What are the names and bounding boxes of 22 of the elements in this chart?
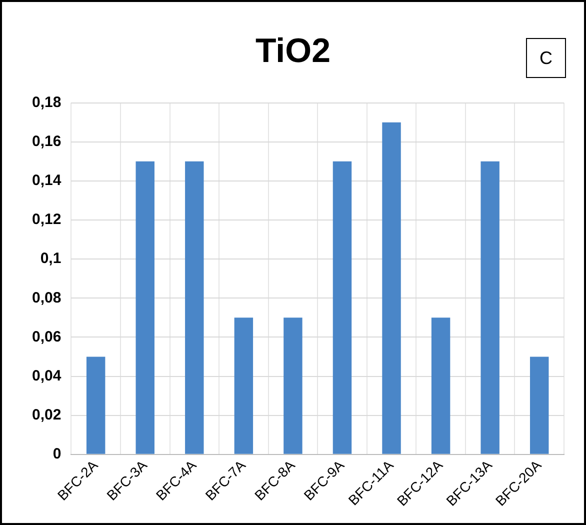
y-tick-label: 0,16 xyxy=(32,133,62,150)
y-tick-label: 0,18 xyxy=(32,94,62,111)
y-tick-label: 0,04 xyxy=(32,367,62,384)
bar xyxy=(136,161,154,454)
chart-title: TiO2 xyxy=(256,32,330,70)
bar xyxy=(431,318,450,454)
text: C xyxy=(526,38,566,78)
bar xyxy=(480,161,500,454)
y-tick-label: 0,12 xyxy=(32,211,62,228)
y-tick-label: 0,02 xyxy=(32,406,62,424)
bar xyxy=(234,318,254,454)
y-tick-label: 0,06 xyxy=(32,328,62,346)
bar xyxy=(382,122,401,454)
y-tick-label: 0 xyxy=(52,446,62,463)
y-tick-label: 0,1 xyxy=(40,250,62,268)
bar xyxy=(332,161,352,454)
bar xyxy=(86,356,106,454)
bar xyxy=(530,356,549,454)
bar xyxy=(185,161,204,454)
bar xyxy=(284,318,302,454)
y-tick-label: 0,14 xyxy=(32,172,62,190)
y-tick-label: 0,08 xyxy=(32,289,62,306)
